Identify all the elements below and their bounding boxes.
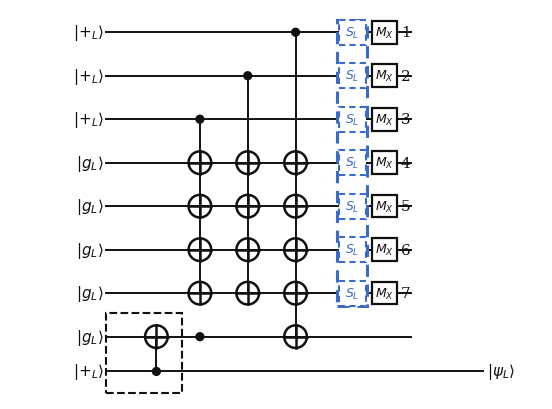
- Text: $|{g_L}\rangle$: $|{g_L}\rangle$: [76, 327, 104, 347]
- FancyBboxPatch shape: [338, 238, 365, 263]
- FancyBboxPatch shape: [372, 22, 397, 45]
- Text: $M_X$: $M_X$: [375, 112, 394, 128]
- Text: $|{g_L}\rangle$: $|{g_L}\rangle$: [76, 283, 104, 303]
- Text: $S_L$: $S_L$: [345, 69, 359, 84]
- FancyBboxPatch shape: [338, 107, 365, 133]
- Text: $S_L$: $S_L$: [345, 199, 359, 214]
- Text: $S_L$: $S_L$: [345, 112, 359, 128]
- Text: 4: 4: [401, 156, 411, 170]
- Text: $M_X$: $M_X$: [375, 69, 394, 84]
- Circle shape: [152, 368, 160, 375]
- Circle shape: [196, 116, 204, 124]
- Text: $|{+_L}\rangle$: $|{+_L}\rangle$: [73, 67, 104, 86]
- Text: 6: 6: [401, 243, 411, 257]
- FancyBboxPatch shape: [338, 64, 365, 89]
- FancyBboxPatch shape: [338, 20, 365, 46]
- Text: 2: 2: [401, 70, 411, 83]
- Text: $M_X$: $M_X$: [375, 243, 394, 258]
- Circle shape: [196, 333, 204, 341]
- Text: $S_L$: $S_L$: [345, 243, 359, 258]
- Text: $|{g_L}\rangle$: $|{g_L}\rangle$: [76, 197, 104, 217]
- Text: $M_X$: $M_X$: [375, 199, 394, 214]
- Circle shape: [244, 73, 252, 81]
- Text: $|{+_L}\rangle$: $|{+_L}\rangle$: [73, 110, 104, 130]
- Text: 3: 3: [401, 113, 411, 127]
- Text: $S_L$: $S_L$: [345, 156, 359, 171]
- FancyBboxPatch shape: [372, 109, 397, 131]
- FancyBboxPatch shape: [372, 282, 397, 305]
- FancyBboxPatch shape: [372, 239, 397, 261]
- FancyBboxPatch shape: [338, 151, 365, 176]
- Text: $M_X$: $M_X$: [375, 26, 394, 40]
- Text: $|\psi_L\rangle$: $|\psi_L\rangle$: [487, 362, 515, 382]
- FancyBboxPatch shape: [372, 196, 397, 218]
- Text: $S_L$: $S_L$: [345, 26, 359, 40]
- Text: $S_L$: $S_L$: [345, 286, 359, 301]
- Circle shape: [291, 29, 300, 37]
- Text: 1: 1: [401, 26, 411, 40]
- FancyBboxPatch shape: [338, 281, 365, 306]
- Text: 7: 7: [401, 286, 411, 301]
- Text: $|{g_L}\rangle$: $|{g_L}\rangle$: [76, 153, 104, 173]
- FancyBboxPatch shape: [338, 194, 365, 219]
- Text: 5: 5: [401, 200, 411, 213]
- FancyBboxPatch shape: [372, 65, 397, 88]
- Text: $M_X$: $M_X$: [375, 286, 394, 301]
- Text: $|{+_L}\rangle$: $|{+_L}\rangle$: [73, 362, 104, 382]
- Text: $|{g_L}\rangle$: $|{g_L}\rangle$: [76, 240, 104, 260]
- FancyBboxPatch shape: [372, 152, 397, 175]
- Text: $M_X$: $M_X$: [375, 156, 394, 171]
- Text: $|{+_L}\rangle$: $|{+_L}\rangle$: [73, 23, 104, 43]
